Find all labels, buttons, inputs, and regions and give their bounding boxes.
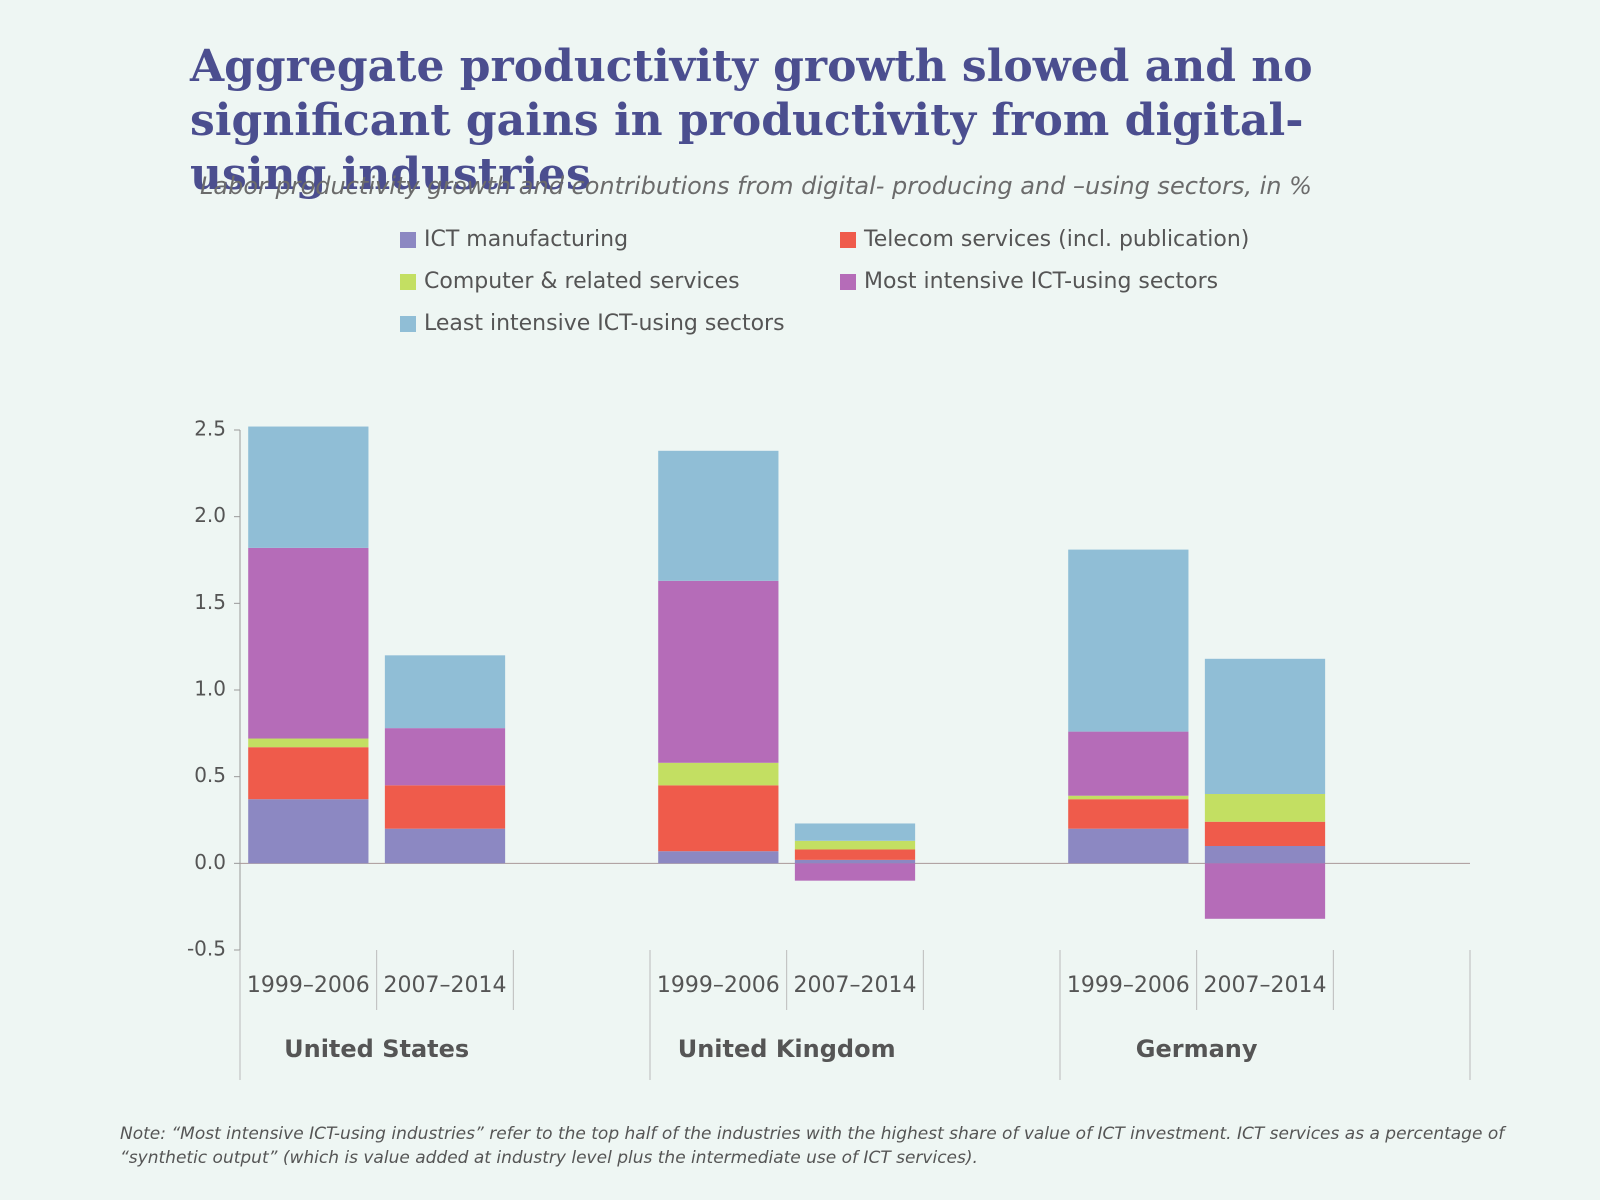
bar-segment [658,450,779,581]
bar-segment [248,747,369,800]
bar-segment [1068,795,1189,800]
bar-segment [1204,846,1326,864]
y-tick-label: 2.5 [194,417,226,441]
chart-title: Aggregate productivity growth slowed and… [190,41,1313,200]
y-tick-label: 1.0 [194,677,226,701]
legend-label: Computer & related services [424,269,740,294]
bar-segment [794,840,916,850]
y-tick-label: 2.0 [194,503,226,527]
bar-segment [1204,794,1326,822]
chart-note: Note: “Most intensive ICT-using industri… [120,1124,1505,1168]
bar-segment [658,851,779,864]
bar-segment [248,799,369,864]
legend-label: ICT manufacturing [424,227,628,252]
bar-segment [794,823,916,841]
bar-segment [1204,658,1326,794]
chart-subtitle: Labor productivity growth and contributi… [200,172,1312,200]
bar-segment [384,655,506,729]
bar-segment [794,849,916,860]
legend-swatch [400,316,416,332]
x-tick-label: 1999–2006 [657,973,780,998]
bar-segment [658,785,779,852]
y-tick-label: 0.0 [194,850,226,874]
chart: ICT manufacturing Telecom services (incl.… [187,227,1471,1080]
group-label: United States [284,1035,469,1063]
bar-segment [1068,799,1189,829]
bar-segment [1204,863,1326,919]
legend-label: Telecom services (incl. publication) [863,227,1249,252]
bar-segment [658,580,779,763]
y-tick-label: 1.5 [194,590,226,614]
legend-swatch [400,232,416,248]
x-tick-label: 2007–2014 [1204,973,1327,998]
bar-segment [248,547,369,739]
bar-segment [248,426,369,548]
bar-segment [248,738,369,748]
group-label: Germany [1136,1035,1258,1063]
bar-segment [794,859,916,864]
bar-segment [794,863,916,881]
bar-segment [1068,549,1189,732]
legend-label: Least intensive ICT-using sectors [424,311,785,336]
bar-segment [384,728,506,786]
legend-swatch [840,274,856,290]
bar-segment [384,828,506,864]
bar-segment [1068,731,1189,796]
bar-segment [1204,821,1326,846]
bar-segment [1068,828,1189,864]
x-tick-label: 1999–2006 [1067,973,1190,998]
x-tick-label: 2007–2014 [794,973,917,998]
x-tick-label: 1999–2006 [247,973,370,998]
legend-swatch [840,232,856,248]
x-tick-label: 2007–2014 [384,973,507,998]
y-tick-label: 0.5 [194,763,226,787]
bar-segment [658,762,779,786]
legend-swatch [400,274,416,290]
group-label: United Kingdom [678,1035,896,1063]
bar-segment [384,785,506,829]
legend-label: Most intensive ICT-using sectors [864,269,1218,294]
y-tick-label: -0.5 [187,937,226,961]
